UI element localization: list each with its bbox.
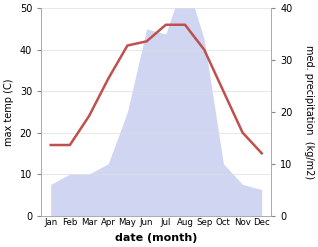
Y-axis label: med. precipitation  (kg/m2): med. precipitation (kg/m2) [304, 45, 314, 179]
Y-axis label: max temp (C): max temp (C) [4, 78, 14, 145]
X-axis label: date (month): date (month) [115, 233, 197, 243]
